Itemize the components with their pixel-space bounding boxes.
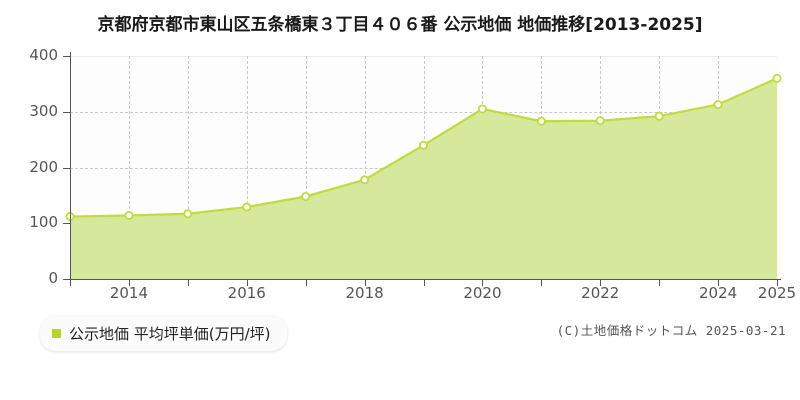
x-tick-2019 [423, 279, 425, 286]
x-tick-2024 [718, 279, 720, 286]
x-tick-2014 [128, 279, 130, 286]
y-tick-300 [63, 111, 70, 113]
gridline-x-2016 [246, 56, 248, 279]
x-tick-2018 [364, 279, 366, 286]
y-tick-200 [63, 167, 70, 169]
series-area-chart [65, 73, 782, 279]
legend-swatch-icon [52, 329, 61, 338]
gridline-x-2018 [364, 56, 366, 279]
y-tick-400 [63, 56, 70, 57]
x-axis-label-2014: 2014 [109, 284, 148, 302]
x-tick-2023 [659, 279, 661, 286]
y-tick-100 [63, 223, 70, 225]
y-axis-line [70, 52, 71, 283]
x-axis-label-2025: 2025 [757, 284, 797, 302]
data-point-2025[interactable] [772, 73, 782, 83]
area-fill [70, 78, 777, 279]
x-axis-label-2020: 2020 [463, 284, 502, 302]
data-point-2016[interactable] [242, 202, 252, 212]
credit-text: (C)土地価格ドットコム 2025-03-21 [556, 323, 786, 338]
x-tick-2015 [187, 279, 189, 286]
data-point-2021[interactable] [536, 116, 546, 126]
x-tick-2016 [246, 279, 248, 286]
data-point-2020[interactable] [477, 104, 487, 114]
x-tick-2017 [305, 279, 307, 286]
gridline-x-2017 [305, 56, 307, 279]
data-point-2024[interactable] [713, 100, 723, 110]
y-axis-label-400: 400 [29, 46, 58, 64]
data-point-2014[interactable] [124, 210, 134, 220]
chart-legend[interactable]: 公示地価 平均坪単価(万円/坪) [40, 316, 287, 351]
data-point-2017[interactable] [301, 191, 311, 201]
data-point-2019[interactable] [418, 140, 428, 150]
x-axis-label-2016: 2016 [227, 284, 266, 302]
y-tick-0 [63, 279, 70, 280]
x-tick-2020 [482, 279, 484, 286]
gridline-x-2015 [187, 56, 189, 279]
data-point-2022[interactable] [595, 116, 605, 126]
data-point-2015[interactable] [183, 209, 193, 219]
x-axis-label-2024: 2024 [698, 284, 738, 302]
gridline-x-2014 [128, 56, 130, 279]
data-point-2023[interactable] [654, 111, 664, 121]
y-axis-label-300: 300 [29, 101, 58, 120]
y-axis-label-200: 200 [29, 157, 58, 176]
x-tick-2013 [70, 279, 71, 286]
y-axis-label-100: 100 [29, 213, 58, 232]
x-tick-2025 [777, 279, 778, 286]
y-axis-label-0: 0 [48, 269, 58, 287]
x-tick-2021 [541, 279, 543, 286]
x-tick-2022 [600, 279, 602, 286]
legend-item-label: 公示地価 平均坪単価(万円/坪) [69, 325, 271, 343]
data-point-2018[interactable] [360, 175, 370, 185]
page-title: 京都府京都市東山区五条橋東３丁目４０６番 公示地価 地価推移[2013-2025… [97, 15, 703, 35]
x-axis-label-2022: 2022 [581, 284, 620, 302]
x-axis-label-2018: 2018 [345, 284, 384, 302]
